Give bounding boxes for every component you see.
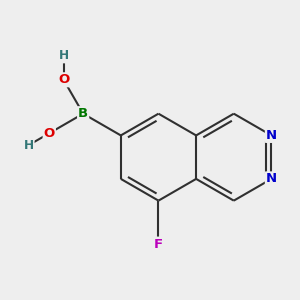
Text: B: B [78, 107, 88, 120]
Text: H: H [23, 139, 34, 152]
Text: O: O [58, 73, 69, 86]
Text: H: H [58, 50, 69, 62]
Text: O: O [44, 127, 55, 140]
Text: F: F [154, 238, 163, 250]
Text: N: N [266, 129, 277, 142]
Text: N: N [266, 172, 277, 185]
